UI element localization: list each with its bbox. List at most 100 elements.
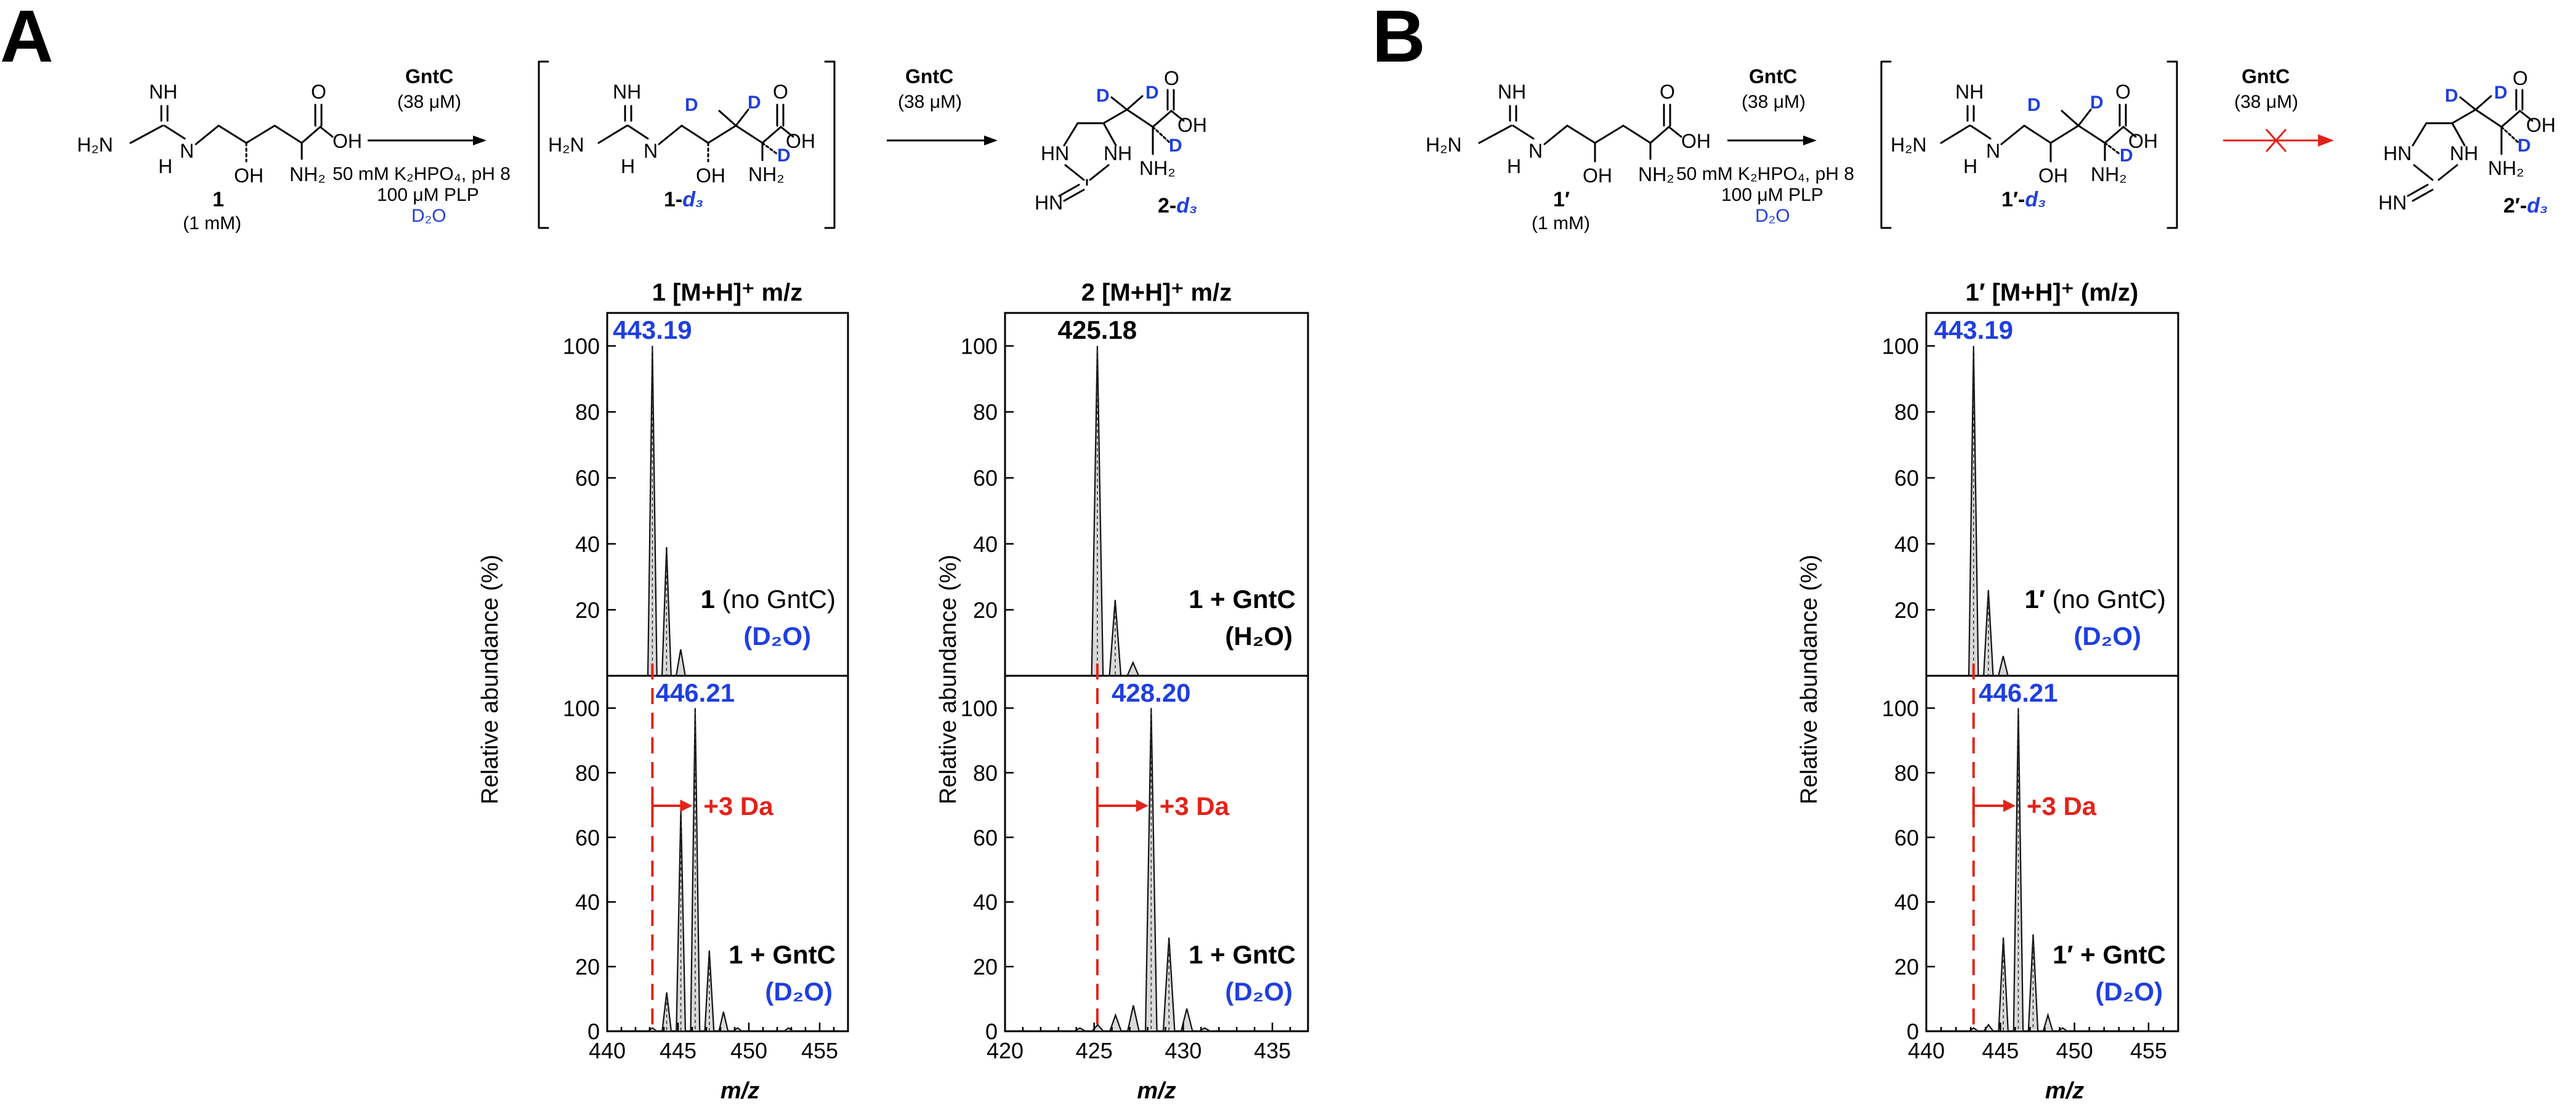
y-tick-label: 20 (575, 598, 600, 623)
y-tick-label: 80 (1894, 760, 1919, 785)
svg-text:H: H (621, 155, 635, 177)
atom-oh: OH (234, 164, 264, 187)
solvent-condition-label: (D₂O) (2073, 622, 2141, 651)
svg-text:H: H (1963, 155, 1977, 177)
svg-text:NH₂: NH₂ (1139, 157, 1176, 179)
svg-text:D: D (2120, 145, 2133, 166)
svg-text:NH₂: NH₂ (2488, 157, 2524, 179)
svg-text:OH: OH (1177, 114, 1207, 136)
x-tick-label: 420 (987, 1038, 1024, 1063)
solvent-condition-label: (D₂O) (1225, 977, 1293, 1006)
peak-mz-label: 425.18 (1058, 315, 1137, 344)
svg-text:O: O (773, 81, 788, 103)
svg-text:OH: OH (786, 130, 815, 152)
atom-h2n: H₂N (77, 134, 113, 156)
svg-text:D: D (2517, 136, 2531, 156)
mass-shift-arrowhead (1136, 800, 1149, 812)
y-axis-label: Relative abundance (%) (1796, 554, 1822, 805)
buffer-label-b: 50 mM K₂HPO₄, pH 8 (1676, 164, 1854, 184)
svg-text:D: D (2027, 95, 2041, 115)
y-tick-label: 80 (575, 760, 600, 785)
atom-nh2: NH₂ (289, 163, 326, 185)
enzyme-label-b: GntC (1749, 65, 1797, 87)
svg-text:H: H (1507, 155, 1521, 177)
svg-text:OH: OH (2128, 130, 2158, 152)
panel-letter-b: B (1372, 0, 1426, 78)
x-axis-label: m/z (2045, 1078, 2084, 1104)
y-tick-label: 80 (575, 400, 600, 425)
chart-3: 1′ [M+H]⁺ (m/z) Relative abundance (%) 20 4… (1796, 279, 2179, 1104)
svg-text:OH: OH (1583, 164, 1612, 187)
cofactor-label: 100 μM PLP (377, 185, 479, 205)
sample-label: 1 + GntC (729, 940, 836, 969)
y-tick-label: 0 (985, 1019, 998, 1044)
compound-1-label: 1 (212, 188, 224, 211)
sample-label: 1′ (no GntC) (2025, 585, 2166, 614)
peak-mz-label: 443.19 (613, 315, 692, 344)
svg-text:OH: OH (696, 164, 725, 187)
panel-letter-a: A (0, 0, 54, 78)
y-tick-label: 20 (575, 954, 600, 979)
spectrum-peak (1144, 708, 1158, 1032)
plot-frame (606, 312, 849, 677)
spectrum-peak (704, 950, 715, 1032)
spectra-charts: 1 [M+H]⁺ m/z Relative abundance (%) 20 40 60… (477, 279, 2179, 1104)
svg-text:H₂N: H₂N (548, 134, 584, 156)
x-tick-label: 435 (1254, 1038, 1291, 1063)
buffer-label: 50 mM K₂HPO₄, pH 8 (333, 164, 511, 184)
enzyme-concentration: (38 μM) (397, 92, 461, 112)
y-tick-label: 100 (563, 695, 600, 721)
solvent-condition-label: (D₂O) (743, 622, 811, 651)
sample-label: 1 + GntC (1189, 585, 1296, 614)
svg-text:NH: NH (613, 81, 641, 103)
sample-label: 1′ + GntC (2053, 940, 2166, 969)
x-tick-label: 440 (589, 1038, 626, 1063)
y-tick-label: 60 (973, 825, 998, 850)
svg-text:OH: OH (1681, 130, 1711, 152)
intermediate-1-d3-structure: NH H₂N N H OH D D D NH₂ O (548, 81, 815, 187)
svg-text:N: N (1986, 140, 2000, 162)
svg-text:O: O (1660, 81, 1675, 103)
spectrum-peak (675, 649, 687, 677)
y-tick-label: 60 (1894, 466, 1919, 491)
mass-shift-label: +3 Da (2027, 792, 2097, 821)
svg-text:H₂N: H₂N (1426, 134, 1462, 156)
y-tick-label: 80 (1894, 400, 1919, 425)
peak-mz-label: 446.21 (1979, 678, 2057, 707)
spectrum-peak (718, 1012, 729, 1032)
y-tick-label: 100 (961, 334, 998, 359)
intermediate-label: 1-d₃ (664, 188, 703, 211)
y-tick-label: 0 (587, 1019, 600, 1044)
solvent-condition-label: (D₂O) (765, 977, 833, 1006)
product-2-prime-d3-structure: HN NH HN D D D NH₂ O OH (2378, 67, 2556, 214)
atom-n: N (180, 140, 194, 162)
solvent-condition-label: (H₂O) (1225, 622, 1293, 651)
svg-text:D: D (2494, 83, 2508, 103)
y-tick-label: 20 (973, 598, 998, 623)
enzyme-concentration-2: (38 μM) (898, 92, 962, 112)
svg-text:NH: NH (1955, 81, 1984, 103)
chart-title: 1 [M+H]⁺ m/z (652, 279, 802, 306)
product-label: 2-d₃ (1158, 194, 1197, 217)
spectrum-peak (661, 992, 672, 1032)
mass-shift-label: +3 Da (1160, 792, 1230, 821)
y-tick-label: 60 (575, 825, 600, 850)
chart-title: 1′ [M+H]⁺ (m/z) (1966, 279, 2139, 306)
svg-text:NH₂: NH₂ (748, 163, 785, 185)
mass-shift-arrowhead (2003, 800, 2016, 812)
intermediate-prime-label: 1′-d₃ (2001, 188, 2046, 211)
y-tick-label: 100 (1882, 334, 1919, 359)
y-tick-label: 40 (973, 532, 998, 557)
scheme-b: NH H₂N N H OH NH₂ O OH 1′ (1 mM) GntC (1426, 60, 2556, 233)
product-prime-label: 2′-d₃ (2503, 194, 2548, 217)
spectrum-peak (1126, 1005, 1141, 1032)
solvent-label-b: D₂O (1755, 206, 1790, 226)
svg-text:D: D (748, 92, 761, 113)
svg-text:HN: HN (1035, 192, 1063, 214)
y-tick-label: 60 (973, 466, 998, 491)
x-tick-label: 425 (1076, 1038, 1113, 1063)
svg-text:NH: NH (1498, 81, 1526, 103)
y-tick-label: 80 (973, 400, 998, 425)
y-tick-label: 0 (1907, 1019, 1919, 1044)
